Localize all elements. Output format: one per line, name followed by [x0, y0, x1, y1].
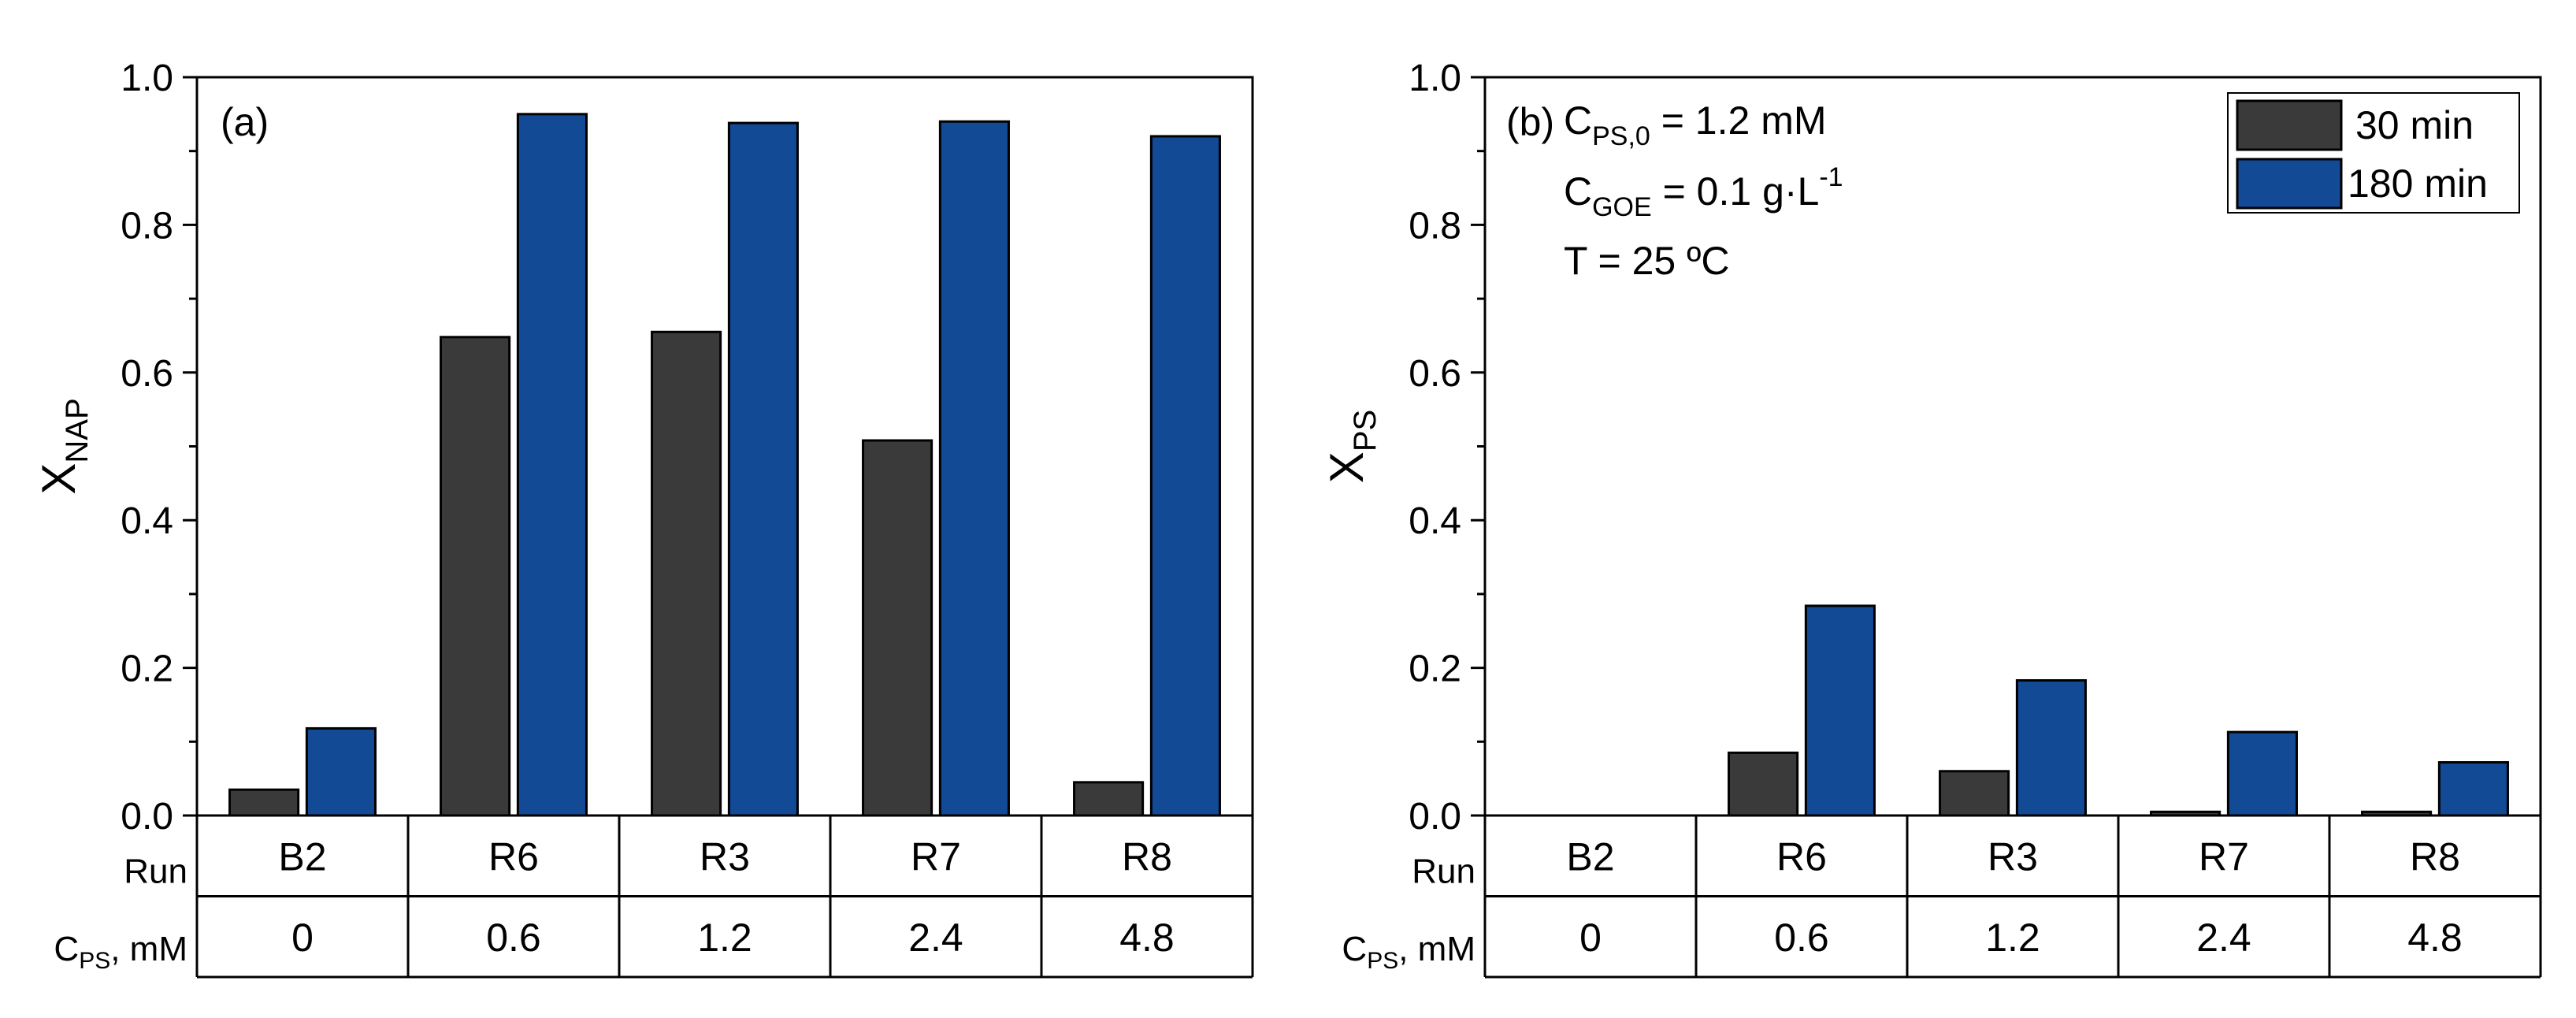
bar-r6-180-min — [1804, 604, 1876, 817]
run-cell: R7 — [911, 834, 961, 879]
annotation-temperature: T = 25 ºC — [1564, 239, 1730, 283]
cps-cell: 0.6 — [1774, 916, 1829, 960]
bar-r8-180-min — [1149, 135, 1221, 817]
legend-label-30-min: 30 min — [2355, 103, 2474, 147]
cps-cell: 1.2 — [1985, 916, 2040, 960]
y-tick-label: 0.6 — [121, 353, 173, 395]
bar-r3-30-min — [651, 330, 722, 817]
bar-r6-30-min — [1728, 751, 1799, 817]
cps-cell: 2.4 — [2196, 916, 2251, 960]
annotation-block: CPS,0 = 1.2 mM CGOE = 0.1 g·L-1 T = 25 º… — [1564, 98, 1843, 283]
cps-cell: 1.2 — [697, 916, 752, 960]
run-cell: B2 — [278, 834, 326, 879]
panel-a: 0.0 0.2 0.4 0.6 0.8 1.0 XNAP (a) B2 0 R6 0.6 R3 1.2 R7… — [32, 58, 1254, 979]
row-label-cps: CPS, mM — [1342, 930, 1475, 974]
cps-cell: 0.6 — [486, 916, 541, 960]
run-cell: R6 — [488, 834, 539, 879]
panel-label: (a) — [221, 100, 269, 144]
run-cell: R8 — [2410, 834, 2460, 879]
y-tick-label: 0.4 — [121, 500, 173, 542]
bar-b2-180-min — [305, 726, 377, 817]
y-tick-label: 0.0 — [1409, 796, 1461, 838]
run-cell: R8 — [1122, 834, 1172, 879]
bar-r7-180-min — [2226, 730, 2298, 817]
y-tick-label: 1.0 — [121, 58, 173, 99]
cps-cell: 4.8 — [1119, 916, 1175, 960]
run-cell: R6 — [1776, 834, 1827, 879]
legend-swatch-30-min — [2236, 99, 2343, 151]
panel-label: (b) — [1506, 100, 1554, 144]
bar-r3-30-min — [1939, 770, 2010, 817]
row-label-run: Run — [1412, 852, 1475, 890]
panel-b: 0.0 0.2 0.4 0.6 0.8 1.0 XPS (b) B2 0 R6 0.6 R3 1.2 R7 2… — [1320, 58, 2542, 979]
legend-swatch-180-min — [2236, 158, 2343, 210]
cps-cell: 0 — [1579, 916, 1602, 960]
row-label-cps: CPS, mM — [54, 930, 187, 974]
bar-r6-30-min — [440, 336, 511, 817]
y-axis-title: XNAP — [32, 398, 95, 494]
annotation-cps0: CPS,0 = 1.2 mM — [1564, 98, 1827, 151]
bar-r7-180-min — [938, 120, 1010, 817]
annotation-cgoe: CGOE = 0.1 g·L-1 — [1564, 162, 1843, 222]
run-cell: R7 — [2199, 834, 2249, 879]
y-tick-label: 0.0 — [121, 796, 173, 838]
bar-r7-30-min — [862, 439, 934, 817]
cps-cell: 0 — [291, 916, 314, 960]
bar-r8-30-min — [1073, 781, 1145, 817]
legend: 30 min 180 min — [2227, 92, 2520, 214]
bar-r6-180-min — [516, 113, 588, 817]
y-axis-title: XPS — [1320, 410, 1383, 483]
legend-label-180-min: 180 min — [2348, 162, 2488, 206]
y-tick-label: 0.8 — [121, 205, 173, 247]
bar-r3-180-min — [727, 121, 799, 817]
plot-frame — [195, 76, 1254, 817]
cps-cell: 4.8 — [2407, 916, 2463, 960]
bar-r3-180-min — [2015, 679, 2087, 817]
y-tick-label: 0.6 — [1409, 353, 1461, 395]
cps-cell: 2.4 — [908, 916, 963, 960]
y-tick-label: 0.8 — [1409, 205, 1461, 247]
run-cell: R3 — [1988, 834, 2038, 879]
y-tick-label: 0.2 — [121, 648, 173, 690]
run-cell: B2 — [1566, 834, 1614, 879]
bar-b2-30-min — [228, 788, 300, 817]
y-tick-label: 0.2 — [1409, 648, 1461, 690]
bar-r8-180-min — [2437, 761, 2509, 817]
run-cell: R3 — [700, 834, 750, 879]
y-tick-label: 1.0 — [1409, 58, 1461, 99]
y-tick-label: 0.4 — [1409, 500, 1461, 542]
row-label-run: Run — [124, 852, 187, 890]
